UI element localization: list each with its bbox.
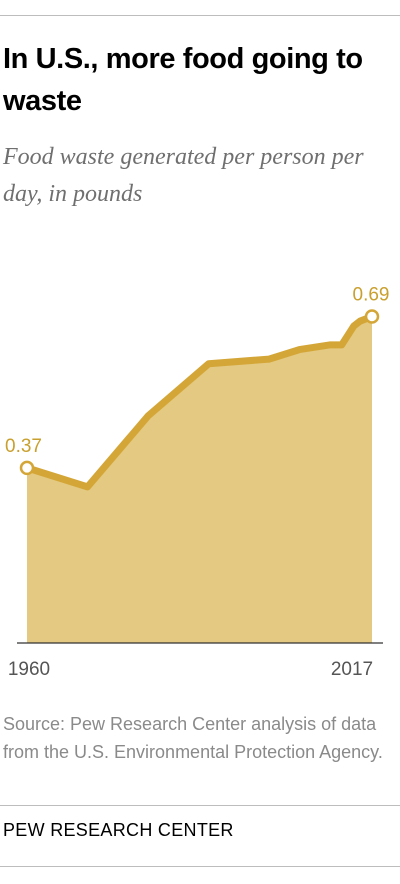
source-note: Source: Pew Research Center analysis of … xyxy=(3,714,383,762)
x-tick-label-2017: 2017 xyxy=(331,659,373,680)
chart-title: In U.S., more food going to waste xyxy=(3,43,363,117)
food-waste-area-chart: 0.37 0.69 1960 2017 xyxy=(5,285,390,680)
series-line xyxy=(23,313,376,491)
top-rule xyxy=(0,15,400,16)
data-point-2017 xyxy=(364,309,380,324)
bottom-rule xyxy=(0,866,400,867)
x-tick-labels: 1960 2017 xyxy=(8,659,373,680)
data-point-1960 xyxy=(19,460,35,476)
data-label-1960: 0.37 xyxy=(5,436,42,457)
data-label-2017: 0.69 xyxy=(353,285,390,306)
footer-rule xyxy=(0,805,400,806)
data-marks: 0.37 0.69 xyxy=(5,285,390,476)
area-fill xyxy=(27,316,372,643)
brand-name: PEW RESEARCH CENTER xyxy=(3,820,234,840)
chart-subtitle: Food waste generated per person per day,… xyxy=(3,144,364,207)
x-tick-label-1960: 1960 xyxy=(8,659,50,680)
